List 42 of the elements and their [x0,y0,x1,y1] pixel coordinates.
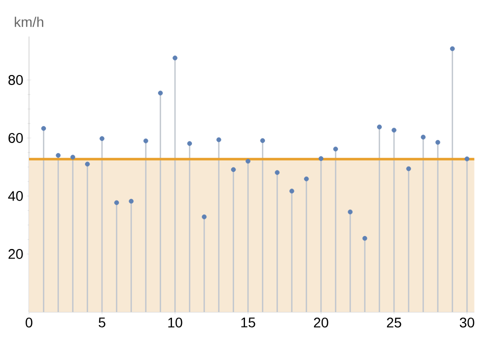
point [246,158,250,164]
point [377,124,382,130]
x-tick-label: 20 [314,318,328,328]
point [333,146,338,152]
y-tick-label: 80 [8,75,23,85]
y-tick-label: 40 [8,191,23,201]
y-tick-label: 20 [8,249,23,259]
point [56,153,61,158]
point [85,162,90,167]
point [100,136,104,141]
point [348,210,353,214]
point [143,138,148,144]
point [114,200,120,206]
point [435,140,440,145]
y-axis-title: km/h [14,16,44,27]
point [274,170,280,175]
x-tick-label: 30 [460,318,474,328]
x-tick-label: 0 [26,318,32,328]
point [172,56,178,60]
x-tick-label: 15 [241,318,256,328]
point [304,176,309,182]
point [70,154,76,160]
point [362,236,368,241]
point [420,134,426,140]
y-tick-label: 60 [8,133,23,143]
point [450,46,455,52]
point [392,128,396,133]
point [260,138,266,144]
x-tick-label: 25 [386,318,402,328]
point [231,167,236,172]
x-tick-label: 10 [168,318,182,328]
point [41,126,46,131]
point [216,137,222,142]
x-tick-label: 5 [98,318,106,328]
point [202,214,207,220]
point [158,90,163,96]
point [318,156,324,161]
point [187,141,192,146]
point [406,166,412,172]
point [464,156,470,162]
point [289,188,294,194]
point [128,198,134,204]
